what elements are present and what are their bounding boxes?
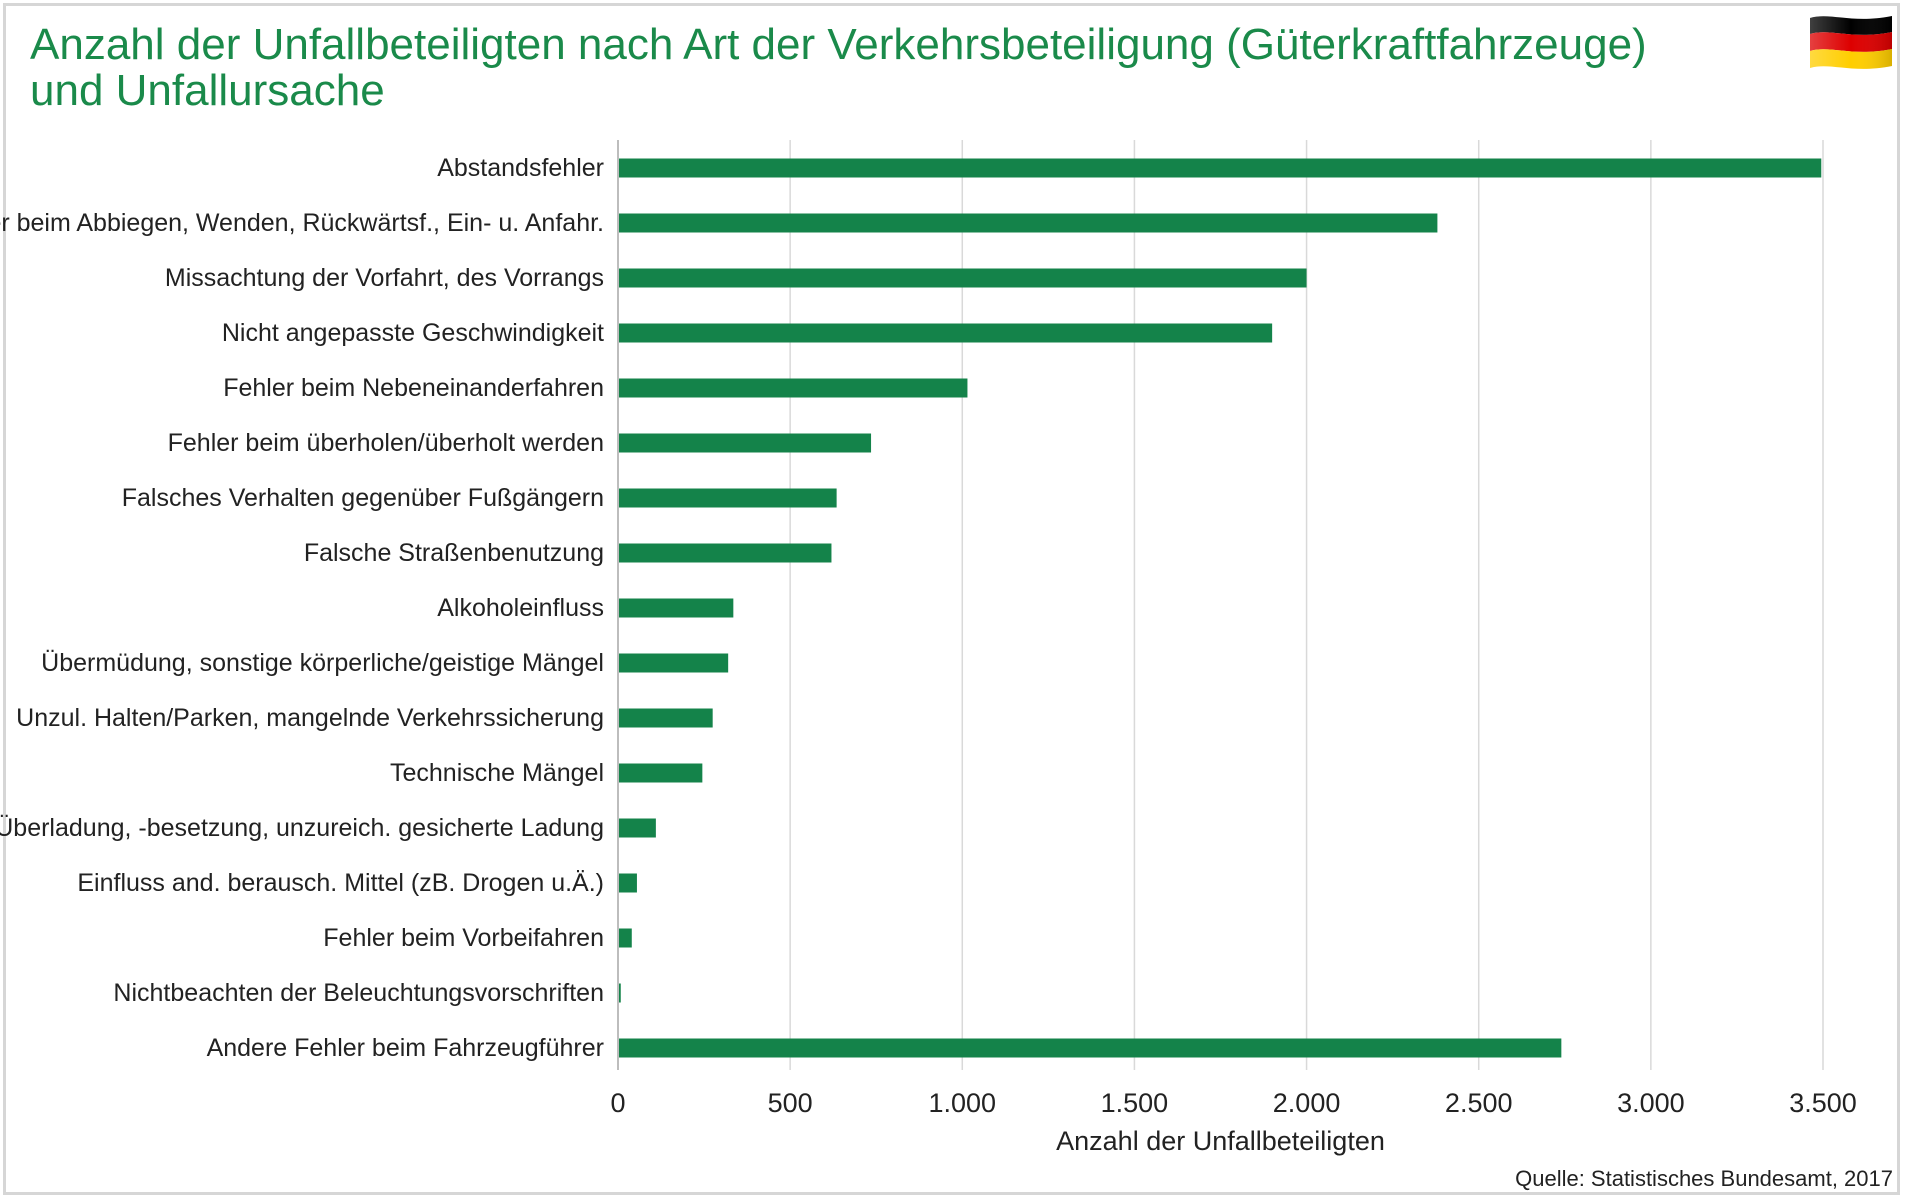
x-tick-label: 2.500 [1445, 1088, 1513, 1118]
x-tick-label: 1.500 [1101, 1088, 1169, 1118]
x-tick-label: 2.000 [1273, 1088, 1341, 1118]
x-axis-title: Anzahl der Unfallbeteiligten [1056, 1126, 1385, 1156]
bar [618, 1038, 1562, 1058]
category-labels: Abstandsfehler Fehler beim Abbiegen, Wend… [0, 154, 604, 1062]
category-label: Abstandsfehler [437, 154, 604, 182]
bar [618, 488, 837, 508]
category-label: Unzul. Halten/Parken, mangelnde Verkehrs… [16, 704, 604, 732]
x-tick-label: 500 [768, 1088, 813, 1118]
category-label: Übermüdung, sonstige körperliche/geistig… [41, 649, 604, 677]
bar [618, 708, 713, 728]
chart-title: Anzahl der Unfallbeteiligten nach Art de… [30, 20, 1647, 115]
category-label: Missachtung der Vorfahrt, des Vorrangs [165, 264, 604, 292]
bar [618, 983, 621, 1003]
bar [618, 543, 832, 563]
bar [618, 433, 872, 453]
category-label: Nichtbeachten der Beleuchtungsvorschrift… [113, 979, 604, 1007]
category-label: Falsches Verhalten gegenüber Fußgängern [122, 484, 604, 512]
category-label: Falsche Straßenbenutzung [304, 539, 604, 567]
bars [618, 158, 1822, 1058]
category-label: Andere Fehler beim Fahrzeugführer [207, 1034, 604, 1062]
bar [618, 323, 1273, 343]
source-note: Quelle: Statistisches Bundesamt, 2017 [1515, 1166, 1893, 1191]
bar [618, 873, 637, 893]
bar [618, 653, 729, 673]
category-label: Fehler beim Vorbeifahren [323, 924, 604, 952]
category-label: Einfluss and. berausch. Mittel (zB. Drog… [77, 869, 604, 897]
chart-frame [3, 3, 1900, 1195]
bar [618, 378, 968, 398]
bar [618, 763, 703, 783]
x-tick-labels: 0 500 1.000 1.500 2.000 2.500 3.000 3.500 [610, 1088, 1856, 1118]
x-tick-label: 3.500 [1789, 1088, 1857, 1118]
category-label: Alkoholeinfluss [437, 594, 604, 622]
x-tick-label: 0 [610, 1088, 625, 1118]
bar [618, 818, 656, 838]
category-label: Technische Mängel [390, 759, 604, 787]
bar [618, 928, 632, 948]
germany-flag-icon [1810, 16, 1892, 69]
bar [618, 213, 1438, 233]
grid-lines [789, 140, 1824, 1070]
category-label: Fehler beim überholen/überholt werden [168, 429, 604, 457]
bar [618, 268, 1307, 288]
x-tick-label: 3.000 [1617, 1088, 1685, 1118]
x-tick-label: 1.000 [928, 1088, 996, 1118]
category-label: Fehler beim Abbiegen, Wenden, Rückwärtsf… [0, 209, 604, 237]
category-label: Fehler beim Nebeneinanderfahren [223, 374, 604, 402]
bar [618, 158, 1822, 178]
category-label: Überladung, -besetzung, unzureich. gesic… [0, 814, 604, 842]
bar [618, 598, 734, 618]
category-label: Nicht angepasste Geschwindigkeit [222, 319, 604, 347]
